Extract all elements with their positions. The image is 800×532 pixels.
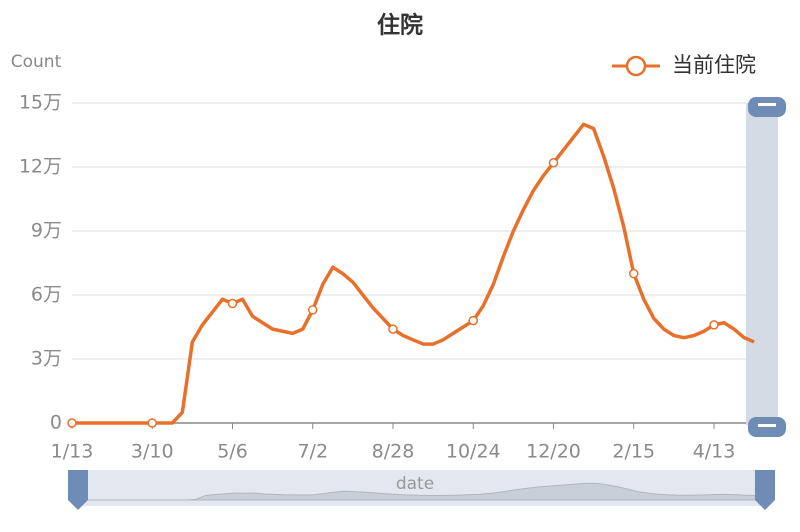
handle-grip <box>758 103 776 106</box>
x-tick-label: 12/20 <box>526 441 581 463</box>
point <box>227 298 238 309</box>
x-tick-label: 2/15 <box>612 441 655 463</box>
point <box>67 418 77 428</box>
point <box>548 157 559 168</box>
legend-symbol <box>625 55 647 77</box>
point <box>629 268 639 279</box>
point <box>308 305 318 315</box>
x-tick-label: 4/13 <box>693 441 736 463</box>
point <box>468 315 478 326</box>
x-tick-label: 7/2 <box>297 441 328 463</box>
y-zoom-track <box>746 103 778 425</box>
y-tick-label: 15万 <box>19 92 62 114</box>
point <box>147 418 157 428</box>
x-tick-label: 10/24 <box>446 441 501 463</box>
line <box>72 122 755 425</box>
x-tick-label: 5/6 <box>217 441 248 463</box>
x-tick-label: 8/28 <box>372 441 415 463</box>
y-tick-label: 0 <box>50 412 62 434</box>
x-zoom-handle[interactable] <box>68 470 88 510</box>
y-zoom-handle[interactable] <box>748 97 786 117</box>
point <box>388 324 398 334</box>
x-tick-label: 3/10 <box>131 441 174 463</box>
y-tick-label: 12万 <box>19 156 62 178</box>
handle-grip <box>758 424 776 427</box>
y-zoom-slider[interactable] <box>746 97 786 437</box>
y-tick-label: 9万 <box>31 220 62 242</box>
legend-label: 当前住院 <box>672 53 756 77</box>
y-tick-label: 3万 <box>31 348 62 370</box>
y-tick-label: 6万 <box>31 284 62 306</box>
x-axis-label: date <box>396 474 434 494</box>
zoom-overview <box>88 482 756 501</box>
x-zoom-slider[interactable]: date <box>68 470 775 510</box>
x-tick-label: 1/13 <box>51 441 94 463</box>
y-axis-label: Count <box>11 52 62 72</box>
point <box>709 320 719 330</box>
x-zoom-handle[interactable] <box>755 470 775 510</box>
chart-title: 住院 <box>377 12 423 39</box>
